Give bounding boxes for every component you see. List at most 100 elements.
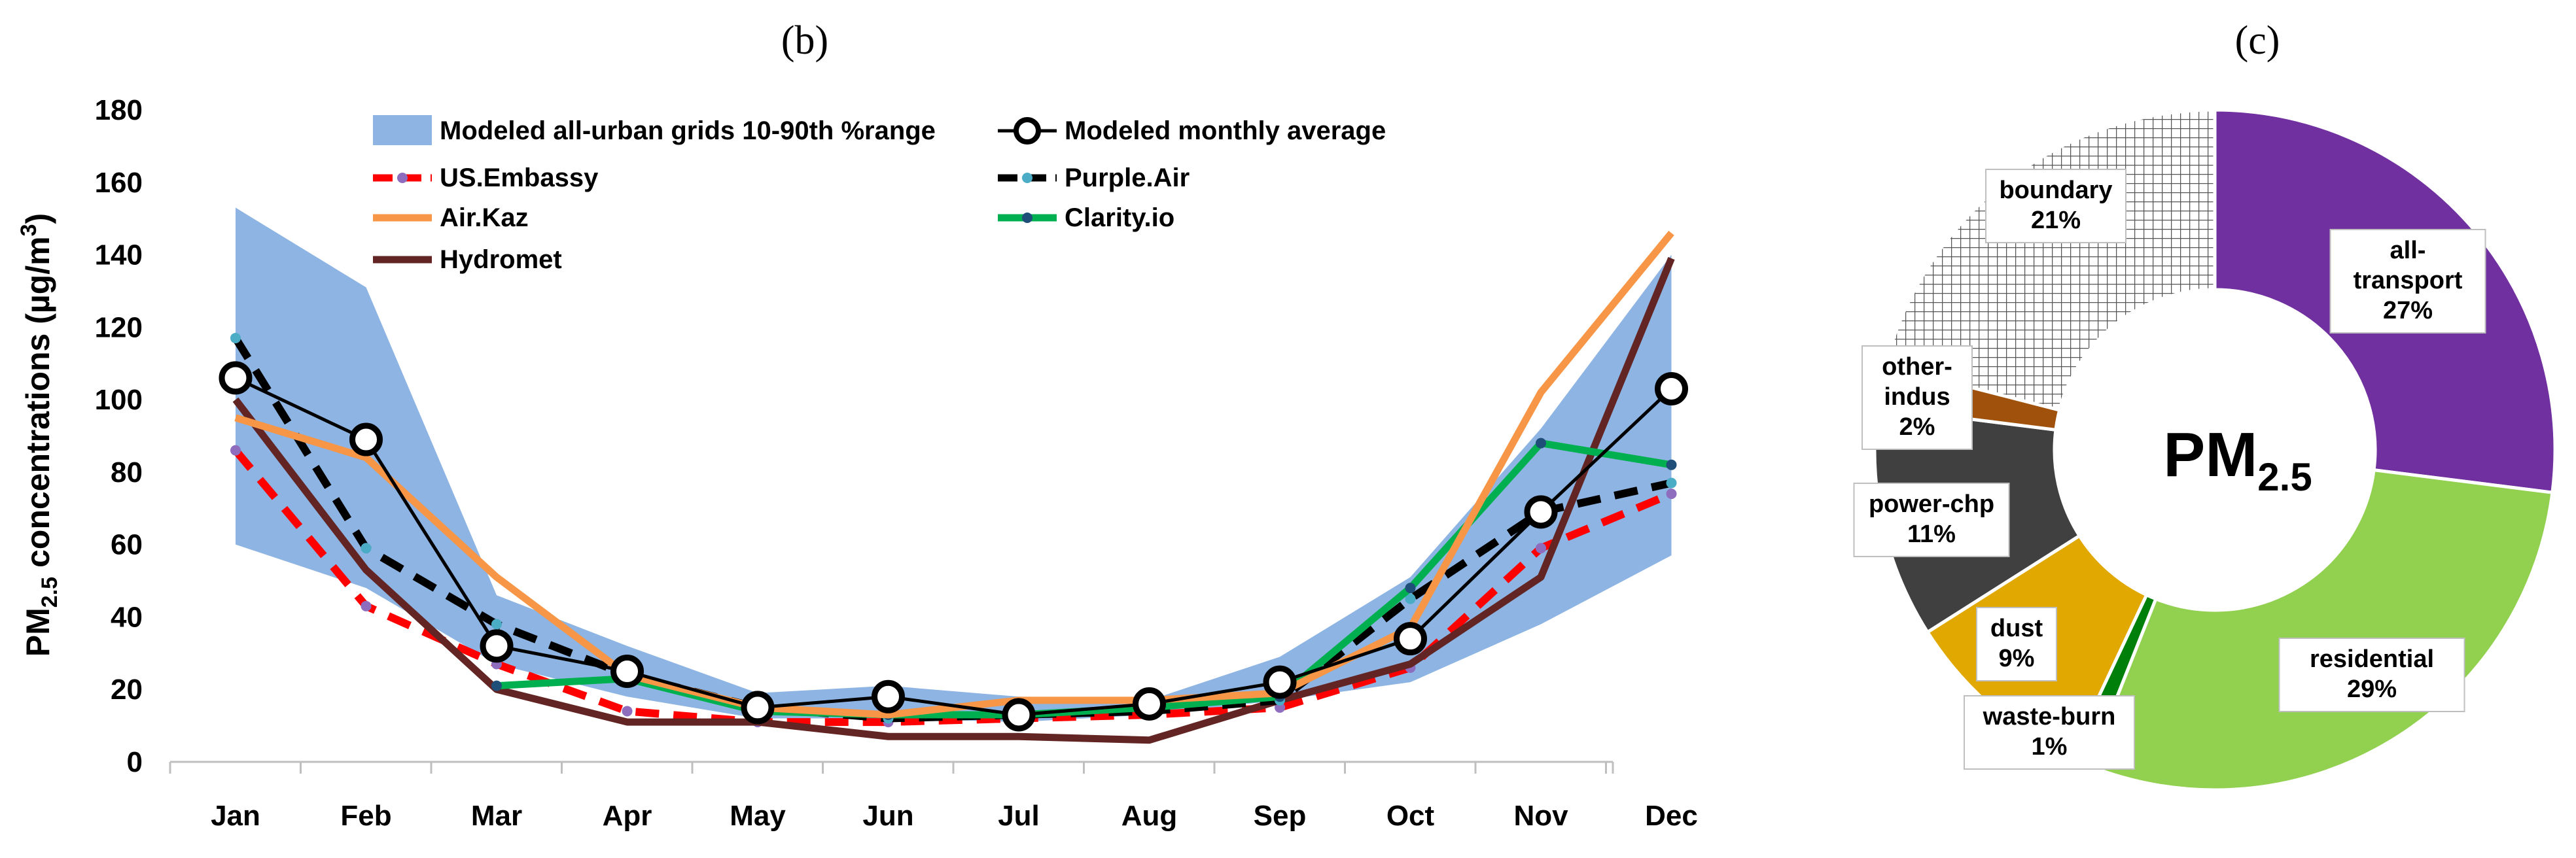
slice-pct-label-dust: 9% (1999, 645, 2035, 672)
data-point-modeled-monthly-average (610, 655, 644, 689)
legend-marker-modeled-monthly-average (1014, 117, 1041, 145)
data-point-purple-air (491, 619, 502, 630)
panel-c-label: (c) (2235, 18, 2280, 63)
x-tick-label: Nov (1513, 800, 1568, 832)
donut-center-label: PM2.5 (2163, 420, 2312, 499)
legend-label: Hydromet (440, 245, 562, 274)
x-tick-label: Oct (1386, 800, 1435, 832)
legend-marker-clarity-io (1022, 213, 1032, 223)
slice-name-label-dust: dust (1990, 615, 2043, 642)
y-label-close: ) (20, 213, 56, 224)
legend-label: Modeled monthly average (1065, 116, 1386, 145)
slice-label-box-residential (2278, 638, 2465, 712)
legend-label: US.Embassy (440, 163, 599, 192)
y-label-sup: 3 (16, 224, 41, 236)
legend-label: Modeled all-urban grids 10-90th %range (440, 116, 936, 145)
slice-name-label-boundary: boundary (1999, 177, 2112, 204)
legend-marker-purple-air (1022, 173, 1032, 183)
slice-label-box-waste-burn (1964, 695, 2135, 770)
y-tick-label: 180 (95, 94, 143, 126)
center-label-main: PM (2163, 420, 2257, 490)
y-label-sub: 2.5 (37, 577, 62, 608)
data-point-purple-air (230, 332, 241, 343)
slice-boundary (1883, 108, 2217, 413)
data-point-purple-air (1405, 593, 1416, 604)
series-line-air-kaz (234, 230, 1674, 719)
y-tick-label: 80 (111, 456, 143, 489)
y-tick-label: 140 (95, 239, 143, 271)
y-tick-label: 60 (111, 529, 143, 561)
y-label-main: PM (20, 608, 56, 657)
donut-chart: PM2.5 all-transport 27% residential 29% wast… (1853, 108, 2557, 792)
data-point-modeled-monthly-average (349, 422, 383, 456)
data-point-clarity-io (1536, 438, 1546, 449)
slice-name-label-waste-burn: waste-burn (1983, 703, 2116, 730)
data-point-clarity-io (491, 680, 502, 691)
data-point-us-embassy (622, 706, 633, 717)
line-chart: 0 20 40 60 80 100 120 140 160 180 Jan Feb Mar Apr May J… (16, 94, 1698, 832)
data-point-modeled-monthly-average (219, 361, 253, 395)
x-tick-label: Aug (1121, 800, 1178, 832)
y-label-rest: concentrations (µg/m (20, 236, 56, 577)
x-tick-label: Feb (340, 800, 391, 832)
data-point-modeled-monthly-average (1263, 665, 1297, 699)
y-axis-label: PM2.5 concentrations (µg/m3) (16, 213, 62, 657)
x-tick-label: Jun (862, 800, 913, 832)
data-point-clarity-io (1666, 459, 1677, 470)
data-point-modeled-monthly-average (1002, 698, 1036, 732)
y-tick-label: 20 (111, 674, 143, 706)
slice-label-box-boundary (1985, 169, 2126, 243)
slice-name-label-all-transport: transport (2354, 267, 2463, 294)
center-label-sub: 2.5 (2257, 455, 2312, 499)
x-tick-label: May (730, 800, 786, 832)
y-tick-label: 120 (95, 311, 143, 343)
slice-residential (2087, 468, 2554, 792)
slice-name-label-all-transport: all- (2390, 237, 2426, 264)
data-point-modeled-monthly-average (1655, 371, 1688, 405)
data-point-us-embassy (1666, 489, 1677, 500)
slice-label-box-dust (1976, 607, 2057, 681)
y-tick-label: 40 (111, 601, 143, 633)
y-tick-label: 0 (127, 746, 143, 778)
data-point-us-embassy (1275, 702, 1285, 713)
data-point-modeled-monthly-average (1394, 622, 1427, 656)
legend-marker-us-embassy (397, 173, 408, 183)
series-line-hydromet (232, 257, 1675, 744)
data-point-clarity-io (1405, 583, 1416, 594)
slice-pct-label-waste-burn: 1% (2032, 733, 2068, 761)
series-layer (219, 230, 1688, 744)
slice-label-box-power-chp (1853, 483, 2010, 557)
slice-pct-label-boundary: 21% (2031, 207, 2081, 234)
slice-pct-label-other-indus: 2% (1899, 413, 1935, 441)
data-point-modeled-monthly-average (1524, 495, 1558, 529)
data-point-us-embassy (230, 445, 241, 456)
slice-name-label-residential: residential (2310, 645, 2434, 673)
slice-name-label-other-indus: indus (1884, 383, 1950, 411)
y-tick-label: 160 (95, 167, 143, 199)
axes-layer: 0 20 40 60 80 100 120 140 160 180 Jan Feb Mar Apr May J… (95, 94, 1698, 832)
slice-label-layer: all-transport 27% residential 29% waste-burn… (1853, 169, 2486, 770)
data-point-modeled-monthly-average (1133, 687, 1166, 721)
x-tick-label: Mar (471, 800, 522, 832)
legend: Modeled all-urban grids 10-90th %range Mo… (373, 115, 1386, 274)
legend-swatch-range-band (373, 115, 432, 145)
slice-name-label-power-chp: power-chp (1869, 490, 1994, 518)
series-line-modeled-monthly-average (234, 376, 1673, 717)
slice-label-box-other-indus (1861, 345, 1973, 450)
legend-label: Purple.Air (1065, 163, 1190, 192)
x-tick-label: Jul (998, 800, 1040, 832)
x-tick-label: Sep (1254, 800, 1307, 832)
x-tick-label: Jan (211, 800, 260, 832)
data-point-purple-air (361, 543, 372, 554)
data-point-purple-air (1666, 477, 1677, 489)
slice-layer (1873, 108, 2557, 792)
slice-label-box-all-transport (2329, 229, 2486, 334)
data-point-modeled-monthly-average (741, 691, 775, 725)
y-tick-label: 100 (95, 384, 143, 416)
slice-pct-label-residential: 29% (2347, 676, 2397, 703)
x-tick-label: Dec (1645, 800, 1698, 832)
data-point-modeled-monthly-average (480, 629, 514, 663)
slice-name-label-other-indus: other- (1882, 353, 1952, 381)
slice-pct-label-all-transport: 27% (2383, 297, 2433, 324)
